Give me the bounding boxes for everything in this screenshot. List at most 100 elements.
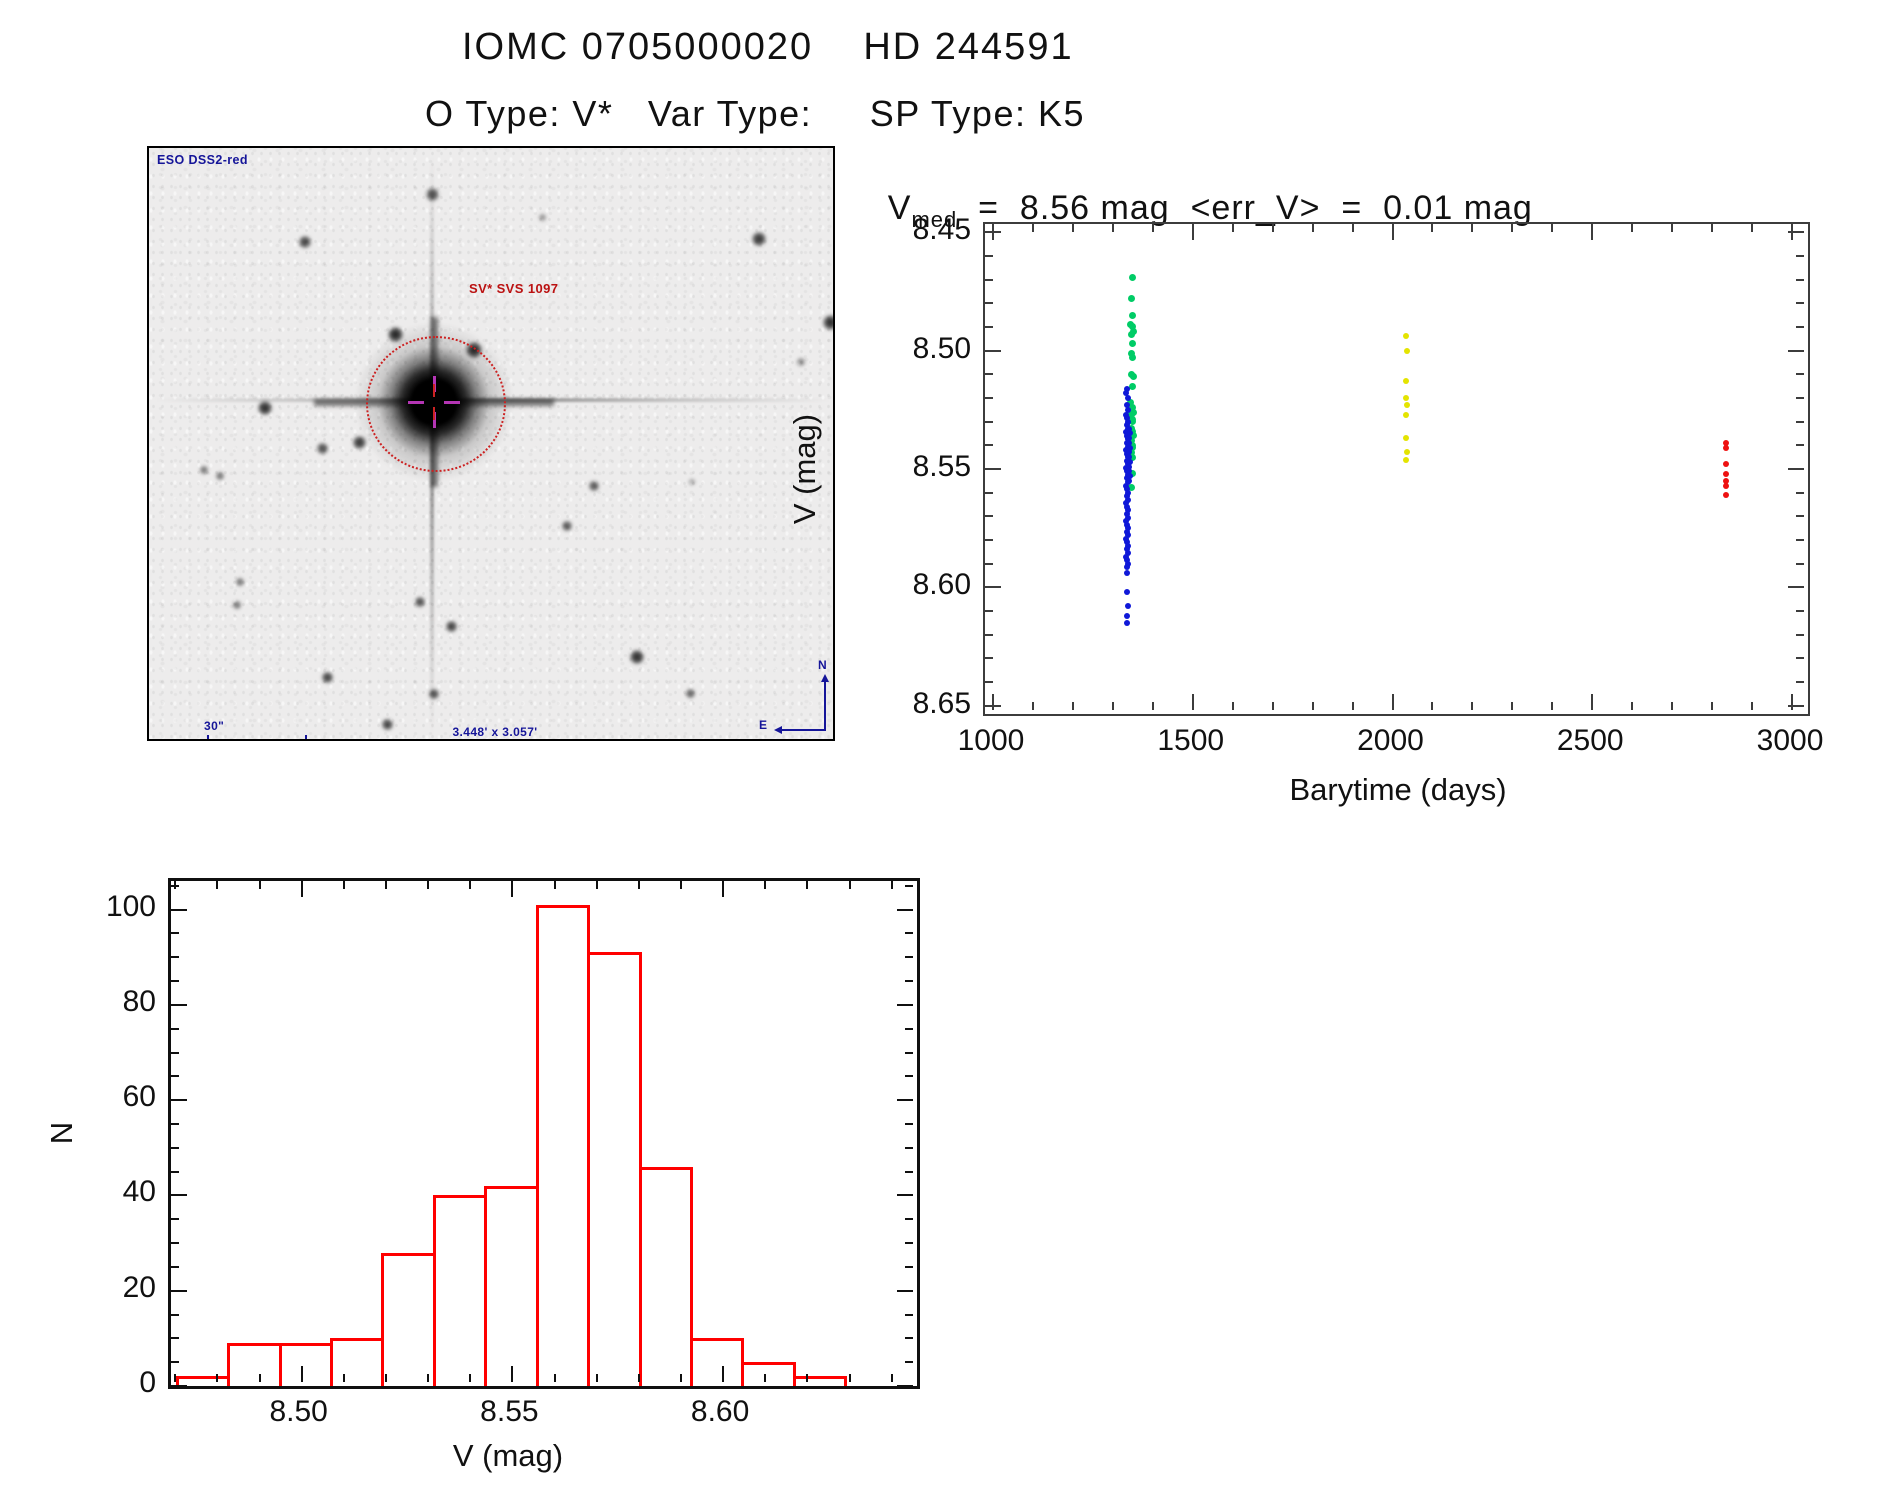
- axis-tick: [985, 420, 993, 423]
- axis-tick: [171, 1075, 179, 1078]
- axis-tick: [985, 704, 1001, 707]
- data-point: [1126, 473, 1133, 480]
- data-point: [1124, 539, 1131, 546]
- star: [232, 600, 242, 610]
- axis-tick: [1031, 702, 1034, 710]
- data-point: [1125, 463, 1132, 470]
- axis-tick: [171, 1361, 179, 1364]
- data-point: [1723, 492, 1730, 499]
- crosshair-arm-bottom: [432, 412, 436, 428]
- histogram-bar: [535, 904, 591, 1386]
- axis-tick: [1788, 468, 1804, 470]
- axis-tick: [1711, 224, 1714, 232]
- axis-tick: [905, 1265, 913, 1268]
- axis-tick: [905, 1242, 913, 1245]
- data-point: [1124, 612, 1131, 619]
- axis-tick: [300, 881, 303, 897]
- axis-tick: [171, 1265, 179, 1268]
- star: [380, 717, 394, 731]
- data-point: [1129, 444, 1137, 452]
- axis-tick: [985, 231, 1001, 234]
- axis-tick: [764, 1374, 767, 1382]
- histogram-bar: [792, 1376, 848, 1386]
- axis-tick: [216, 1374, 219, 1382]
- data-point: [1125, 394, 1132, 401]
- star: [424, 186, 440, 202]
- data-point: [1123, 589, 1130, 596]
- survey-label: ESO DSS2-red: [157, 153, 248, 167]
- axis-tick: [905, 1075, 913, 1078]
- data-point: [1124, 486, 1131, 493]
- star: [215, 471, 225, 481]
- axis-tick: [595, 881, 598, 889]
- data-point: [1124, 514, 1131, 521]
- data-point: [1126, 454, 1133, 461]
- data-point: [1128, 323, 1136, 331]
- axis-tick: [1071, 224, 1074, 232]
- data-point: [1124, 557, 1131, 564]
- axis-tick: [679, 881, 682, 889]
- tick-label: 8.50: [269, 1395, 328, 1428]
- data-point: [1128, 330, 1136, 338]
- histogram-bar: [741, 1362, 796, 1386]
- scale-bar-end-left: [207, 735, 209, 739]
- data-point: [1123, 535, 1130, 542]
- axis-tick: [897, 1099, 913, 1102]
- star: [257, 400, 273, 416]
- axis-tick: [905, 1170, 913, 1173]
- data-point: [1129, 432, 1137, 440]
- data-point: [1403, 402, 1410, 409]
- axis-tick: [1751, 702, 1754, 710]
- tick-label: 1000: [957, 724, 1025, 757]
- tick-label: 8.50: [912, 331, 971, 365]
- star: [688, 478, 696, 486]
- axis-tick: [171, 1218, 179, 1221]
- axis-tick: [595, 1374, 598, 1382]
- data-point: [1129, 418, 1137, 426]
- axis-tick: [905, 1218, 913, 1221]
- data-point: [1123, 500, 1130, 507]
- axis-tick: [1551, 702, 1554, 710]
- histogram-bar: [432, 1195, 488, 1386]
- axis-tick: [469, 881, 472, 889]
- axis-tick: [258, 1374, 261, 1382]
- axis-tick: [171, 884, 179, 887]
- star: [298, 235, 312, 249]
- tick-label: 20: [122, 1270, 156, 1304]
- data-point: [1124, 532, 1131, 539]
- page-subtitle: O Type: V* Var Type: SP Type: K5: [425, 93, 1085, 134]
- axis-tick: [171, 1313, 179, 1316]
- star: [821, 313, 833, 331]
- axis-tick: [171, 956, 179, 959]
- scatter-title-sub: med: [911, 206, 958, 232]
- axis-tick: [905, 1313, 913, 1316]
- axis-tick: [171, 1027, 179, 1030]
- axis-tick: [171, 1337, 179, 1340]
- data-point: [1403, 333, 1410, 340]
- axis-tick: [1191, 224, 1194, 240]
- data-point: [1123, 528, 1130, 535]
- axis-tick: [469, 1374, 472, 1382]
- data-point: [1123, 518, 1130, 525]
- axis-tick: [1551, 224, 1554, 232]
- axis-tick: [1591, 224, 1594, 240]
- star: [444, 619, 458, 633]
- data-point: [1124, 496, 1131, 503]
- axis-tick: [427, 1374, 430, 1382]
- axis-tick: [985, 325, 993, 328]
- data-point: [1123, 402, 1130, 409]
- histogram-y-axis-label: N: [44, 1121, 79, 1145]
- axis-tick: [1796, 444, 1804, 447]
- star: [796, 357, 806, 367]
- axis-tick: [1591, 694, 1594, 710]
- axis-tick: [1391, 224, 1394, 240]
- axis-tick: [1471, 702, 1474, 710]
- axis-tick: [985, 373, 993, 376]
- data-point: [1124, 406, 1131, 413]
- tick-label: 3000: [1756, 724, 1824, 757]
- histogram-bar: [484, 1185, 539, 1386]
- axis-tick: [985, 254, 993, 257]
- axis-tick: [300, 1366, 303, 1382]
- tick-label: 60: [122, 1080, 156, 1114]
